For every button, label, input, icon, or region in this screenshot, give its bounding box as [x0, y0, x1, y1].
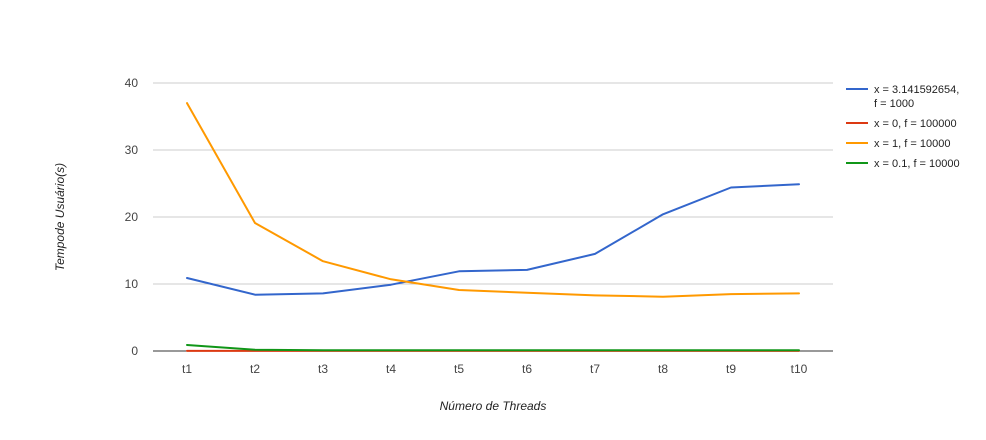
legend-label-3: x = 1, f = 10000	[874, 138, 950, 150]
x-tick-label-t8: t8	[658, 362, 668, 376]
y-tick-label-10: 10	[125, 277, 139, 291]
legend-label-1: x = 3.141592654, f = 1000	[874, 84, 959, 110]
x-tick-label-t6: t6	[522, 362, 532, 376]
y-tick-label-30: 30	[125, 143, 139, 157]
y-tick-label-40: 40	[125, 76, 139, 90]
gridlines	[153, 82, 833, 285]
x-tick-label-t9: t9	[726, 362, 736, 376]
y-tick-label-0: 0	[131, 344, 138, 358]
x-tick-label-t4: t4	[386, 362, 396, 376]
x-tick-label-t3: t3	[318, 362, 328, 376]
legend-label-4: x = 0.1, f = 10000	[874, 158, 960, 170]
x-tick-label-t1: t1	[182, 362, 192, 376]
axes: 0 10 20 30 40 t1 t2 t3 t4 t5 t6 t7 t8 t9 t10	[125, 76, 833, 376]
series-lines	[186, 102, 800, 352]
series-line-1	[186, 183, 800, 296]
x-tick-label-t5: t5	[454, 362, 464, 376]
x-axis-title: Número de Threads	[440, 399, 547, 413]
y-axis-title: Tempode Usuário(s)	[53, 163, 67, 271]
series-line-3	[186, 102, 800, 298]
x-tick-label-t10: t10	[791, 362, 808, 376]
legend-label-2: x = 0, f = 100000	[874, 118, 957, 130]
x-tick-label-t2: t2	[250, 362, 260, 376]
y-tick-label-20: 20	[125, 210, 139, 224]
x-tick-label-t7: t7	[590, 362, 600, 376]
series-line-4	[186, 344, 800, 352]
legend: x = 3.141592654, f = 1000 x = 0, f = 10000…	[846, 84, 960, 170]
